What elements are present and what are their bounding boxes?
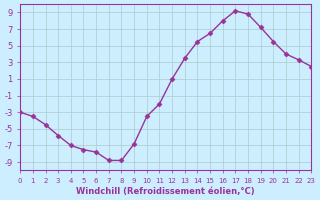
X-axis label: Windchill (Refroidissement éolien,°C): Windchill (Refroidissement éolien,°C) (76, 187, 255, 196)
